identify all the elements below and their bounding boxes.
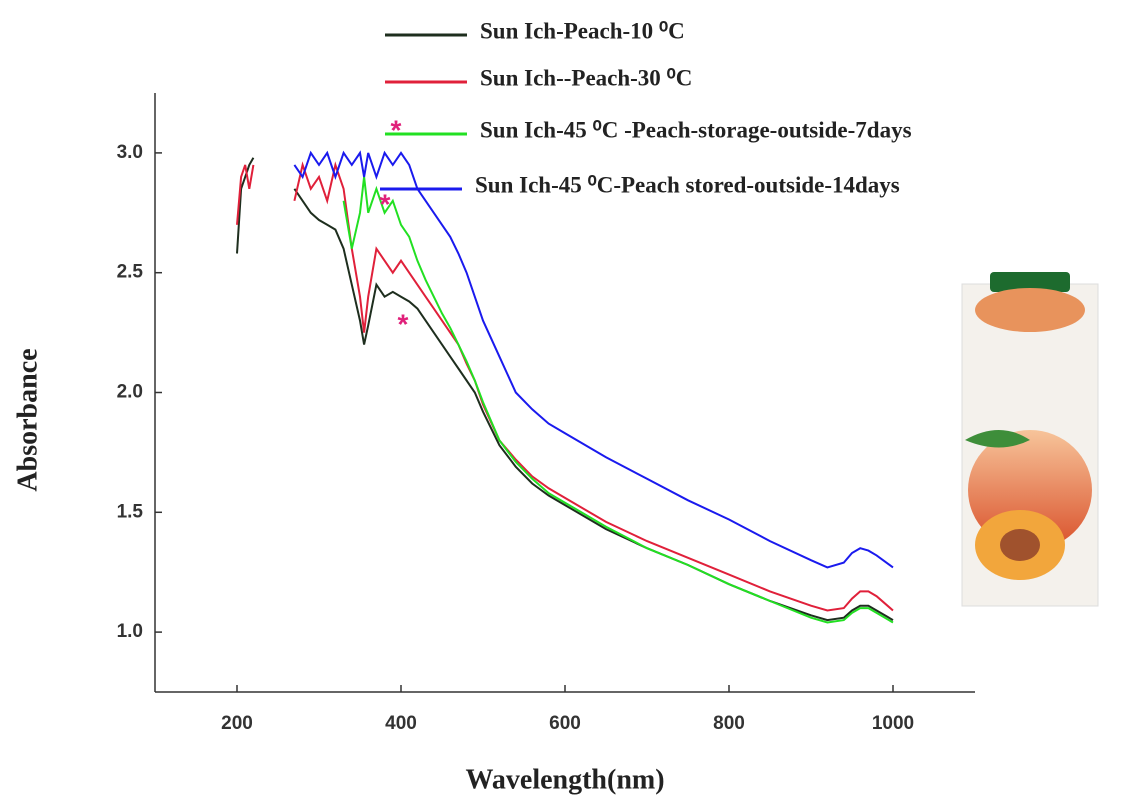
x-tick-label: 800 [713,713,745,734]
peach-pit [1000,529,1040,561]
annotation: * [380,188,391,219]
legend-label: Sun Ich-Peach-10 ⁰C [480,18,685,43]
annotation: * [391,114,402,145]
series-line [342,176,894,624]
legend-label: Sun Ich--Peach-30 ⁰C [480,65,692,90]
carton-cap [990,272,1070,292]
y-tick-label: 1.5 [117,501,144,522]
series-line [293,150,894,569]
legend-label: Sun Ich-45 ⁰C-Peach stored-outside-14day… [475,172,900,197]
peach-top [975,288,1085,332]
series-line [236,157,894,622]
y-tick-label: 1.0 [117,621,143,642]
y-tick-label: 3.0 [117,142,143,163]
inset-image [961,272,1099,607]
x-tick-label: 400 [385,713,417,734]
legend-label: Sun Ich-45 ⁰C -Peach-storage-outside-7da… [480,117,912,142]
x-axis-title: Wavelength(nm) [465,764,664,795]
y-axis-title: Absorbance [12,348,43,491]
y-tick-label: 2.0 [117,382,143,403]
x-tick-label: 200 [221,713,253,734]
y-tick-label: 2.5 [117,262,144,283]
annotation: * [398,308,409,339]
leaf [965,430,1030,448]
x-tick-label: 1000 [872,713,914,734]
x-tick-label: 600 [549,713,581,734]
